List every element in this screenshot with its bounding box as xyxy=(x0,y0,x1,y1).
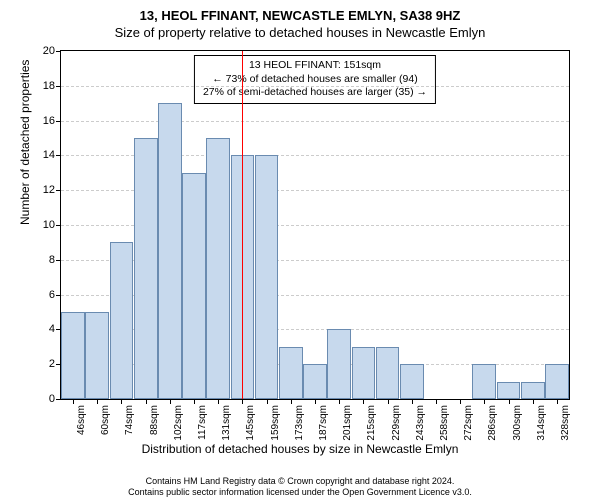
footer-line-1: Contains HM Land Registry data © Crown c… xyxy=(0,476,600,487)
bar xyxy=(376,347,400,399)
x-tick xyxy=(388,399,389,404)
info-line-2: ← 73% of detached houses are smaller (94… xyxy=(203,73,427,87)
x-tick xyxy=(339,399,340,404)
info-line-1: 13 HEOL FFINANT: 151sqm xyxy=(203,59,427,73)
container: 13, HEOL FFINANT, NEWCASTLE EMLYN, SA38 … xyxy=(0,0,600,500)
y-tick-label: 0 xyxy=(49,393,55,405)
x-tick-label: 328sqm xyxy=(560,405,571,441)
bar xyxy=(61,312,85,399)
x-tick-label: 215sqm xyxy=(366,405,377,441)
y-tick xyxy=(56,225,61,226)
footer: Contains HM Land Registry data © Crown c… xyxy=(0,476,600,499)
bar xyxy=(497,382,521,399)
x-tick-label: 286sqm xyxy=(487,405,498,441)
x-tick-label: 117sqm xyxy=(197,405,208,440)
x-tick xyxy=(73,399,74,404)
info-box: 13 HEOL FFINANT: 151sqm ← 73% of detache… xyxy=(194,55,436,104)
x-tick-label: 74sqm xyxy=(124,405,135,435)
info-line-3: 27% of semi-detached houses are larger (… xyxy=(203,86,427,100)
x-tick xyxy=(194,399,195,404)
y-tick-label: 12 xyxy=(43,184,55,196)
y-tick xyxy=(56,121,61,122)
x-tick-label: 102sqm xyxy=(173,405,184,441)
y-tick xyxy=(56,295,61,296)
x-tick-label: 46sqm xyxy=(76,405,87,435)
x-tick-label: 187sqm xyxy=(318,405,329,441)
y-tick xyxy=(56,86,61,87)
x-tick xyxy=(170,399,171,404)
x-tick xyxy=(436,399,437,404)
bar xyxy=(134,138,158,399)
x-tick xyxy=(121,399,122,404)
x-tick-label: 173sqm xyxy=(294,405,305,441)
y-tick-label: 14 xyxy=(43,149,55,161)
gridline xyxy=(61,86,569,87)
x-tick xyxy=(97,399,98,404)
bar xyxy=(472,364,496,399)
x-tick xyxy=(509,399,510,404)
y-tick-label: 20 xyxy=(43,45,55,57)
y-tick-label: 6 xyxy=(49,289,55,301)
bar xyxy=(182,173,206,399)
bar xyxy=(352,347,376,399)
y-tick xyxy=(56,399,61,400)
x-axis-title: Distribution of detached houses by size … xyxy=(0,442,600,456)
y-tick xyxy=(56,155,61,156)
x-tick xyxy=(363,399,364,404)
x-tick xyxy=(315,399,316,404)
title-main: 13, HEOL FFINANT, NEWCASTLE EMLYN, SA38 … xyxy=(0,8,600,23)
bar xyxy=(279,347,303,399)
x-tick-label: 272sqm xyxy=(463,405,474,441)
bar xyxy=(158,103,182,399)
x-tick-label: 258sqm xyxy=(439,405,450,441)
y-tick-label: 4 xyxy=(49,323,55,335)
bar xyxy=(327,329,351,399)
bar xyxy=(110,242,134,399)
x-tick-label: 145sqm xyxy=(245,405,256,441)
x-tick xyxy=(242,399,243,404)
x-tick-label: 229sqm xyxy=(391,405,402,441)
x-tick-label: 88sqm xyxy=(149,405,160,435)
x-tick xyxy=(460,399,461,404)
footer-line-2: Contains public sector information licen… xyxy=(0,487,600,498)
x-tick xyxy=(146,399,147,404)
x-tick xyxy=(218,399,219,404)
x-tick-label: 300sqm xyxy=(512,405,523,441)
y-tick-label: 10 xyxy=(43,219,55,231)
y-tick xyxy=(56,260,61,261)
x-tick xyxy=(267,399,268,404)
chart-area: 13 HEOL FFINANT: 151sqm ← 73% of detache… xyxy=(60,50,570,400)
y-tick xyxy=(56,190,61,191)
x-tick-label: 201sqm xyxy=(342,405,353,441)
x-tick-label: 159sqm xyxy=(270,405,281,441)
x-tick xyxy=(484,399,485,404)
x-tick-label: 60sqm xyxy=(100,405,111,435)
x-tick-label: 314sqm xyxy=(536,405,547,441)
x-tick xyxy=(291,399,292,404)
bar xyxy=(85,312,109,399)
bar xyxy=(255,155,279,399)
x-tick xyxy=(557,399,558,404)
x-tick xyxy=(412,399,413,404)
y-tick-label: 2 xyxy=(49,358,55,370)
x-tick-label: 131sqm xyxy=(221,405,232,441)
title-sub: Size of property relative to detached ho… xyxy=(0,25,600,40)
bar xyxy=(400,364,424,399)
bar xyxy=(521,382,545,399)
bar xyxy=(206,138,230,399)
x-tick-label: 243sqm xyxy=(415,405,426,441)
gridline xyxy=(61,121,569,122)
y-tick-label: 8 xyxy=(49,254,55,266)
y-axis-title: Number of detached properties xyxy=(18,60,32,225)
y-tick xyxy=(56,51,61,52)
x-tick xyxy=(533,399,534,404)
y-tick-label: 18 xyxy=(43,80,55,92)
bar xyxy=(545,364,569,399)
y-tick-label: 16 xyxy=(43,115,55,127)
bar xyxy=(303,364,327,399)
reference-line xyxy=(242,51,243,399)
